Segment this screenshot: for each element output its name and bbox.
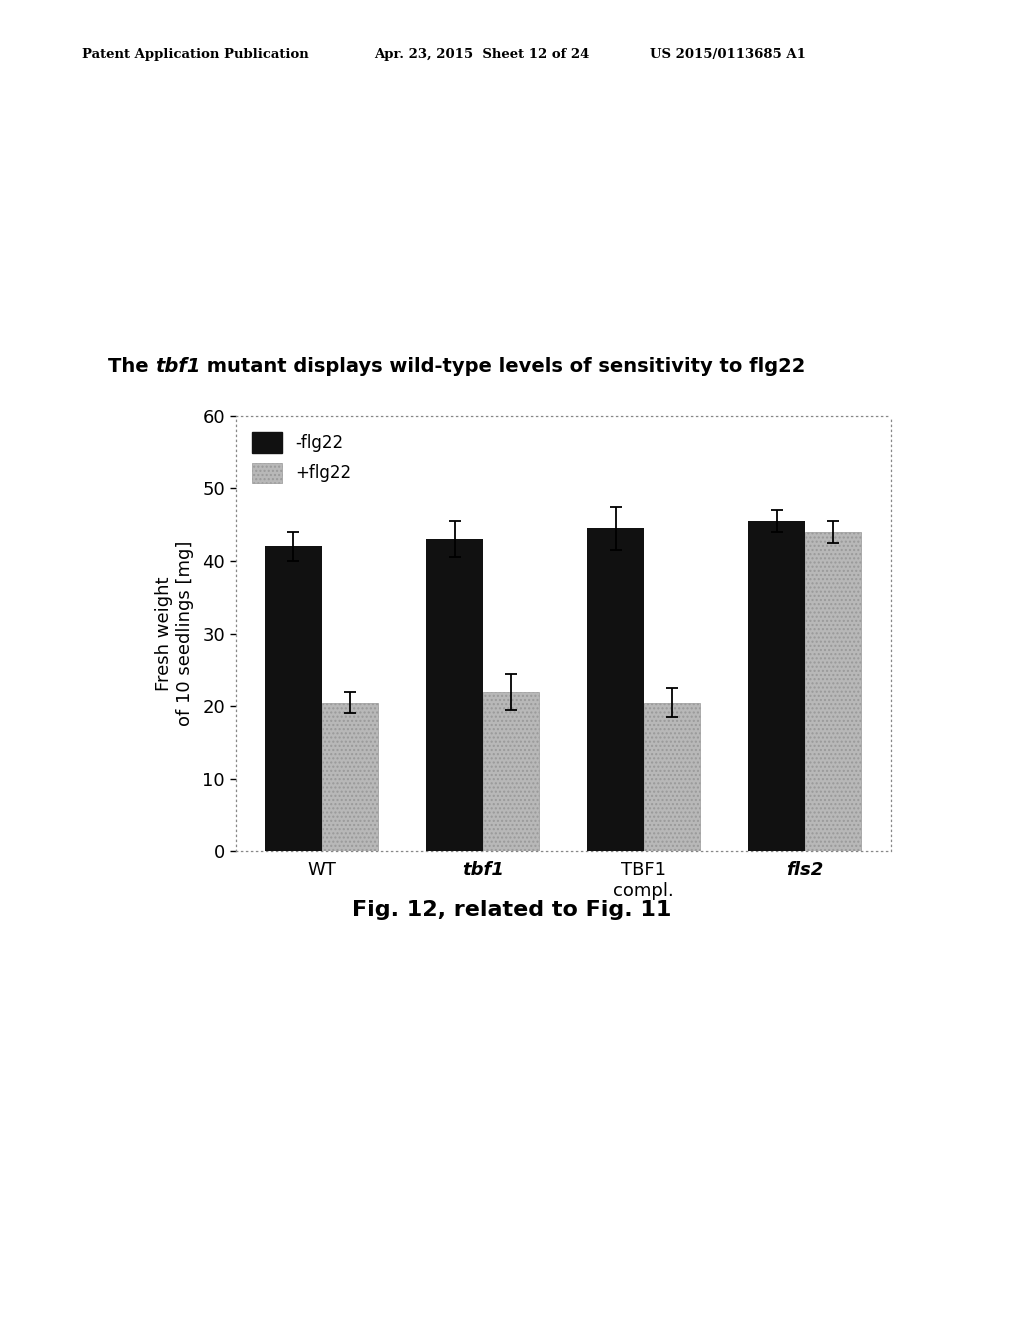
- Bar: [482, 692, 539, 851]
- Bar: [265, 546, 322, 851]
- Y-axis label: Fresh weight
of 10 seedlings [mg]: Fresh weight of 10 seedlings [mg]: [156, 541, 194, 726]
- Bar: [644, 702, 700, 851]
- Bar: [426, 539, 482, 851]
- Bar: [749, 521, 805, 851]
- Text: Apr. 23, 2015  Sheet 12 of 24: Apr. 23, 2015 Sheet 12 of 24: [374, 48, 589, 61]
- Text: Fig. 12, related to Fig. 11: Fig. 12, related to Fig. 11: [352, 900, 672, 920]
- Text: Patent Application Publication: Patent Application Publication: [82, 48, 308, 61]
- Bar: [805, 532, 861, 851]
- Bar: [588, 528, 644, 851]
- Legend: -flg22, +flg22: -flg22, +flg22: [244, 424, 360, 491]
- Bar: [322, 702, 378, 851]
- Text: mutant displays wild-type levels of sensitivity to flg22: mutant displays wild-type levels of sens…: [201, 358, 806, 376]
- Text: The: The: [108, 358, 155, 376]
- Text: US 2015/0113685 A1: US 2015/0113685 A1: [650, 48, 806, 61]
- Text: tbf1: tbf1: [155, 358, 201, 376]
